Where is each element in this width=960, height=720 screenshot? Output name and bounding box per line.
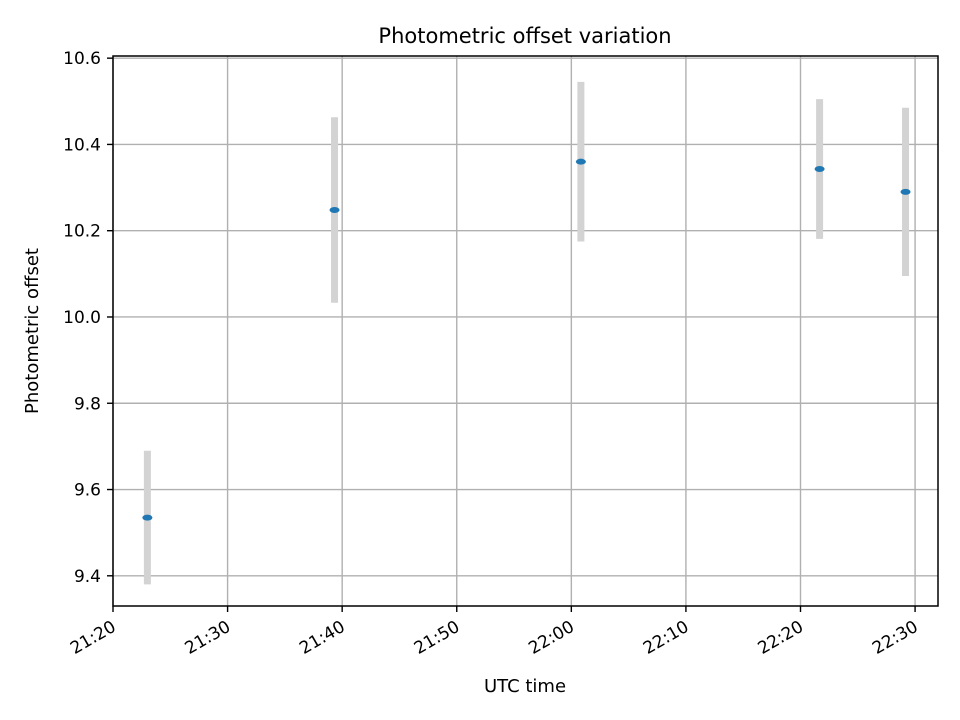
y-tick-label: 10.6 bbox=[63, 49, 101, 69]
plot-frame bbox=[112, 55, 939, 607]
data-point bbox=[329, 207, 340, 213]
y-axis-label: Photometric offset bbox=[22, 248, 43, 414]
data-point bbox=[575, 158, 586, 165]
data-points bbox=[142, 158, 911, 521]
y-tick-label: 9.4 bbox=[74, 567, 101, 587]
y-tick-label: 9.6 bbox=[74, 481, 101, 501]
x-axis-label: UTC time bbox=[484, 676, 566, 697]
y-axis-ticks: 9.4 9.6 9.8 10.0 10.2 10.4 10.6 bbox=[63, 49, 113, 587]
data-point bbox=[900, 188, 911, 195]
data-point bbox=[142, 514, 153, 521]
data-point bbox=[814, 166, 825, 173]
chart-title: Photometric offset variation bbox=[378, 24, 671, 48]
y-tick-label: 10.4 bbox=[63, 135, 101, 155]
y-tick-label: 10.2 bbox=[63, 222, 101, 242]
y-tick-label: 10.0 bbox=[63, 308, 101, 328]
grid bbox=[112, 56, 938, 606]
y-tick-label: 9.8 bbox=[74, 394, 101, 414]
